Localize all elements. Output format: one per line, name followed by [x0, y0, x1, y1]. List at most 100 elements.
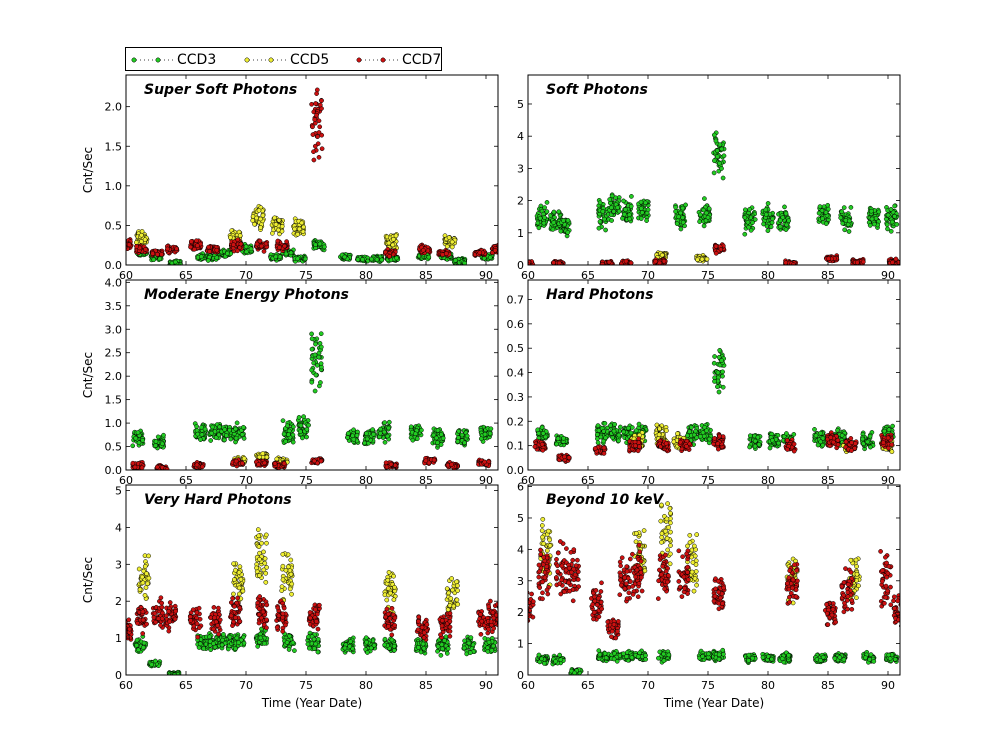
point-ccd5	[227, 235, 233, 240]
point-ccd3	[374, 257, 380, 262]
point-ccd5	[274, 456, 280, 462]
point-ccd3	[351, 437, 357, 442]
point-ccd3	[818, 430, 823, 436]
point-ccd3	[703, 210, 709, 216]
point-ccd3	[608, 423, 613, 428]
point-ccd7	[284, 239, 289, 244]
point-ccd3	[842, 227, 848, 233]
point-ccd3	[869, 216, 875, 222]
point-ccd3	[746, 224, 752, 230]
point-ccd7	[317, 124, 323, 130]
point-ccd5	[299, 220, 305, 226]
y-tick-label: 0.0	[105, 464, 123, 477]
point-ccd7	[600, 261, 605, 265]
point-ccd5	[695, 257, 700, 263]
point-ccd7	[313, 101, 318, 106]
point-ccd3	[623, 207, 628, 212]
point-ccd3	[627, 216, 632, 222]
point-ccd3	[535, 220, 541, 226]
point-ccd7	[893, 256, 899, 262]
point-ccd3	[621, 429, 627, 435]
point-ccd7	[423, 458, 429, 464]
point-ccd3	[302, 256, 308, 262]
point-ccd3	[600, 209, 606, 214]
point-ccd3	[644, 218, 649, 223]
point-ccd7	[174, 246, 179, 252]
point-ccd3	[628, 430, 634, 436]
y-tick-label: 1.5	[105, 394, 123, 407]
point-ccd3	[888, 206, 894, 212]
point-ccd3	[316, 354, 322, 360]
point-ccd3	[603, 435, 608, 441]
point-ccd3	[820, 216, 825, 221]
point-ccd3	[765, 201, 771, 206]
point-ccd5	[139, 232, 144, 238]
point-ccd3	[719, 358, 724, 363]
point-ccd3	[419, 427, 424, 433]
point-ccd3	[223, 433, 229, 438]
point-ccd3	[342, 254, 347, 260]
point-ccd7	[312, 143, 318, 149]
point-ccd5	[254, 215, 259, 221]
point-ccd3	[752, 443, 758, 449]
point-ccd7	[317, 102, 323, 108]
panel-title: Moderate Energy Photons	[144, 287, 349, 303]
point-ccd3	[199, 432, 205, 437]
point-ccd3	[712, 379, 717, 384]
point-ccd3	[209, 430, 215, 436]
point-ccd3	[354, 432, 360, 438]
point-ccd7	[120, 243, 124, 247]
point-ccd3	[435, 440, 440, 446]
y-tick-label: 2.0	[105, 370, 123, 383]
y-tick-label: 0.0	[105, 259, 123, 272]
point-ccd3	[283, 439, 289, 444]
point-ccd7	[477, 250, 483, 256]
point-ccd7	[316, 118, 322, 124]
point-ccd3	[867, 223, 873, 228]
point-ccd7	[826, 256, 831, 262]
point-ccd3	[639, 210, 645, 215]
point-ccd3	[674, 221, 680, 227]
point-ccd3	[673, 204, 678, 210]
point-ccd3	[711, 360, 717, 366]
point-ccd7	[238, 241, 244, 247]
point-ccd3	[846, 218, 852, 224]
point-ccd3	[318, 331, 324, 337]
point-ccd3	[848, 205, 854, 210]
point-ccd3	[364, 431, 369, 436]
point-ccd3	[701, 207, 707, 213]
x-tick-label: 85	[419, 474, 433, 487]
point-ccd7	[272, 461, 278, 466]
point-ccd7	[121, 243, 125, 247]
x-tick-label: 75	[701, 269, 715, 282]
y-tick-label: 4.0	[105, 276, 123, 289]
point-ccd7	[188, 239, 194, 244]
point-ccd3	[702, 196, 707, 201]
point-ccd3	[487, 255, 493, 260]
point-ccd3	[280, 418, 286, 424]
x-tick-label: 90	[479, 269, 493, 282]
point-ccd3	[638, 216, 644, 221]
point-ccd3	[241, 436, 247, 441]
point-ccd5	[704, 256, 710, 262]
point-ccd3	[638, 206, 644, 211]
point-ccd3	[720, 369, 725, 375]
point-ccd7	[319, 146, 325, 152]
point-ccd3	[539, 425, 545, 430]
point-ccd3	[838, 215, 844, 221]
y-tick-label: 1.0	[105, 417, 123, 430]
point-ccd3	[410, 437, 416, 443]
point-ccd3	[720, 384, 726, 390]
point-ccd3	[151, 257, 157, 263]
point-ccd7	[143, 247, 148, 252]
point-ccd7	[154, 464, 160, 470]
point-ccd5	[279, 224, 285, 229]
point-ccd3	[413, 431, 418, 437]
point-ccd3	[784, 222, 789, 228]
point-ccd3	[765, 228, 771, 234]
point-ccd7	[261, 249, 267, 254]
y-tick-label: 3.0	[105, 323, 123, 336]
point-ccd3	[715, 370, 721, 375]
point-ccd3	[876, 209, 882, 215]
point-ccd5	[295, 231, 301, 237]
